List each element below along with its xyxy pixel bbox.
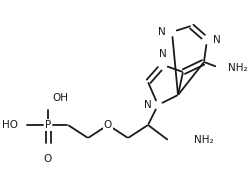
Text: OH: OH <box>52 93 68 103</box>
Text: N: N <box>213 35 221 45</box>
Text: O: O <box>44 154 52 164</box>
Text: P: P <box>45 120 51 130</box>
Text: N: N <box>144 100 152 110</box>
Text: NH₂: NH₂ <box>194 135 214 145</box>
Text: N: N <box>158 27 166 37</box>
Text: N: N <box>159 49 167 59</box>
Text: O: O <box>104 120 112 130</box>
Text: HO: HO <box>2 120 18 130</box>
Text: NH₂: NH₂ <box>228 63 248 73</box>
